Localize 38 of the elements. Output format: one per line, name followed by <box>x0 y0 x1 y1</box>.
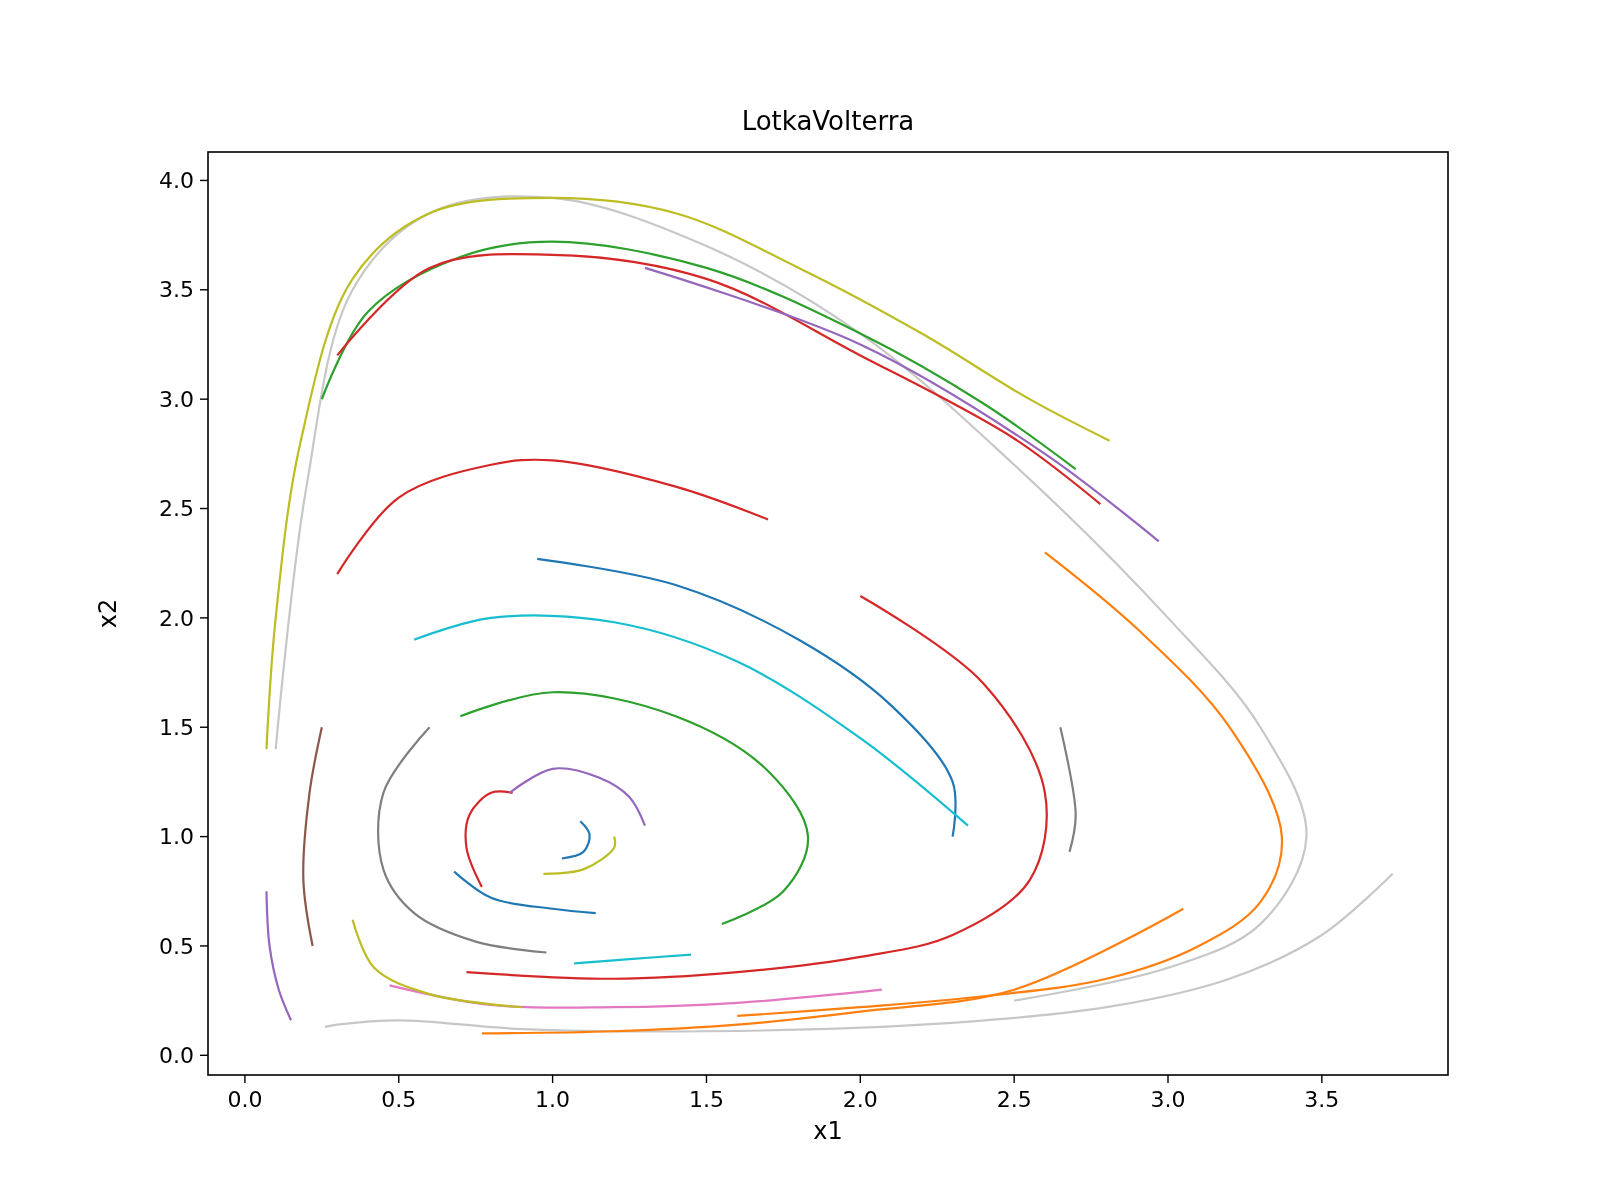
line-series <box>336 458 770 576</box>
y-axis-title: x2 <box>94 598 122 629</box>
chart-title: LotkaVolterra <box>741 106 915 136</box>
x-tick-label: 2.5 <box>996 1087 1032 1112</box>
line-series <box>560 820 591 860</box>
line-series <box>508 767 647 827</box>
line-series <box>464 790 514 888</box>
line-series <box>388 984 883 1009</box>
line-series <box>274 195 1308 1002</box>
y-tick-label: 2.5 <box>159 496 194 522</box>
line-series <box>265 890 293 1022</box>
line-series <box>336 252 1102 506</box>
line-series <box>302 726 323 948</box>
line-series <box>459 691 810 926</box>
line-series <box>323 872 1394 1033</box>
y-tick-label: 4.0 <box>159 168 194 194</box>
x-tick-label: 2.0 <box>842 1087 878 1112</box>
x-tick-label: 1.0 <box>535 1087 571 1112</box>
x-tick-label: 1.5 <box>688 1087 724 1112</box>
x-tick-label: 0.0 <box>227 1087 263 1112</box>
x-tick-label: 0.5 <box>381 1087 417 1112</box>
line-series <box>542 835 617 875</box>
line-series <box>265 196 1111 751</box>
y-tick-label: 0.0 <box>159 1043 194 1069</box>
line-series <box>643 266 1160 543</box>
y-tick-label: 0.5 <box>159 933 194 959</box>
y-tick-label: 2.0 <box>159 605 194 631</box>
line-series <box>465 594 1048 980</box>
y-tick-label: 1.5 <box>159 714 194 740</box>
y-tick-label: 3.5 <box>159 277 194 303</box>
line-series <box>320 240 1077 471</box>
x-axis-title: x1 <box>813 1117 843 1145</box>
y-tick-label: 3.0 <box>159 386 194 412</box>
line-series <box>453 870 597 915</box>
line-series <box>351 918 523 1009</box>
x-tick-label: 3.0 <box>1150 1087 1186 1112</box>
x-tick-label: 3.5 <box>1304 1087 1340 1112</box>
y-tick-label: 1.0 <box>159 824 194 850</box>
